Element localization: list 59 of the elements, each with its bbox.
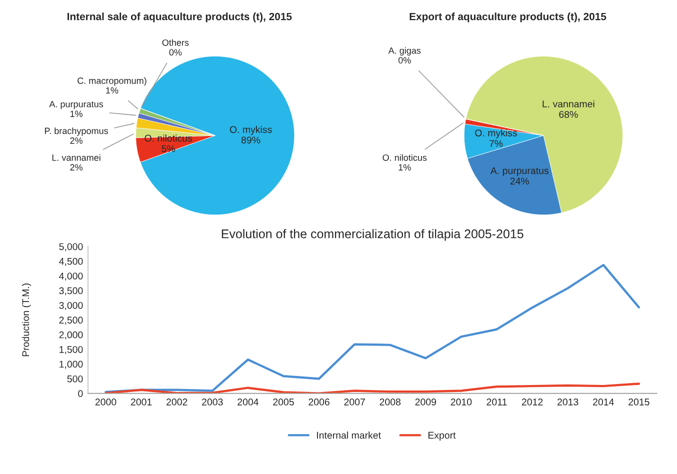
category-label: Others — [162, 39, 189, 46]
data-label: 2% — [70, 137, 82, 144]
x-tick-label: 2015 — [628, 398, 650, 406]
legend-label: Internal market — [317, 432, 381, 439]
y-tick-label: 2,500 — [59, 316, 83, 325]
x-tick-label: 2010 — [450, 398, 472, 406]
data-label: 7% — [489, 140, 503, 147]
x-tick-label: 2005 — [273, 398, 294, 406]
line-series — [104, 382, 640, 394]
y-tick-label: 3,000 — [59, 302, 83, 310]
x-tick-label: 2013 — [558, 398, 578, 406]
data-label: 1% — [70, 110, 82, 117]
slice-label: A. purpuratus — [49, 101, 104, 110]
data-label: 24% — [510, 178, 530, 185]
data-label: 68% — [559, 110, 578, 118]
chart-title: Internal sale of aquaculture products (t), 2015 — [68, 12, 292, 22]
y-tick-label: 5,000 — [59, 243, 83, 252]
y-tick-label: 1,000 — [60, 360, 83, 369]
pie-slice — [466, 56, 623, 213]
x-tick-label: 2011 — [486, 398, 507, 406]
chart-title: Export of aquaculture products (t), 2015 — [410, 12, 606, 22]
slice-label: C. macropomum) — [78, 77, 146, 86]
x-tick-label: 2000 — [95, 398, 116, 406]
slice-label: A. purpuratus — [490, 167, 548, 176]
y-tick-label: 4,500 — [59, 258, 83, 266]
y-tick-label: 4,000 — [59, 272, 83, 281]
y-tick-label: 3,500 — [59, 287, 83, 296]
data-label: 89% — [241, 136, 260, 144]
x-tick-label: 2006 — [308, 398, 330, 406]
slice-label: L. vannamei — [542, 100, 594, 108]
x-tick-label: 2012 — [522, 398, 543, 406]
slice-label: P. brachypomus — [44, 127, 108, 136]
x-tick-label: 2008 — [380, 398, 401, 406]
data-label: 1% — [106, 87, 118, 94]
data-label: 5% — [162, 145, 175, 152]
slice-label: L. vannamei — [52, 154, 100, 161]
chart-title: Evolution of the commercialization of tilapia 2005-2015 — [222, 229, 524, 241]
x-tick-label: 2014 — [593, 398, 614, 406]
category-label: A. gigas — [388, 47, 421, 56]
x-tick-label: 2009 — [415, 398, 436, 406]
legend-label: Export — [428, 432, 456, 441]
slice-label: O. mykiss — [230, 126, 272, 135]
x-tick-label: 2003 — [202, 398, 223, 406]
y-tick-label: 2,000 — [59, 331, 83, 340]
line-series — [104, 264, 640, 394]
data-label: 2% — [70, 164, 82, 171]
x-tick-label: 2004 — [238, 398, 258, 406]
text: 0% — [398, 57, 411, 64]
x-tick-label: 2002 — [166, 398, 188, 406]
data-label: 1% — [398, 164, 411, 171]
y-tick-label: 500 — [67, 375, 83, 382]
x-tick-label: 2007 — [344, 398, 365, 406]
y-tick-label: 0 — [78, 390, 83, 398]
y-axis-title: Production (T.M.) — [22, 284, 32, 356]
x-tick-label: 2001 — [131, 398, 152, 406]
slice-label: O. mykiss — [475, 129, 517, 138]
y-tick-label: 1,500 — [60, 346, 83, 354]
text: 0% — [169, 49, 182, 56]
slice-label: O. niloticus — [382, 154, 427, 161]
